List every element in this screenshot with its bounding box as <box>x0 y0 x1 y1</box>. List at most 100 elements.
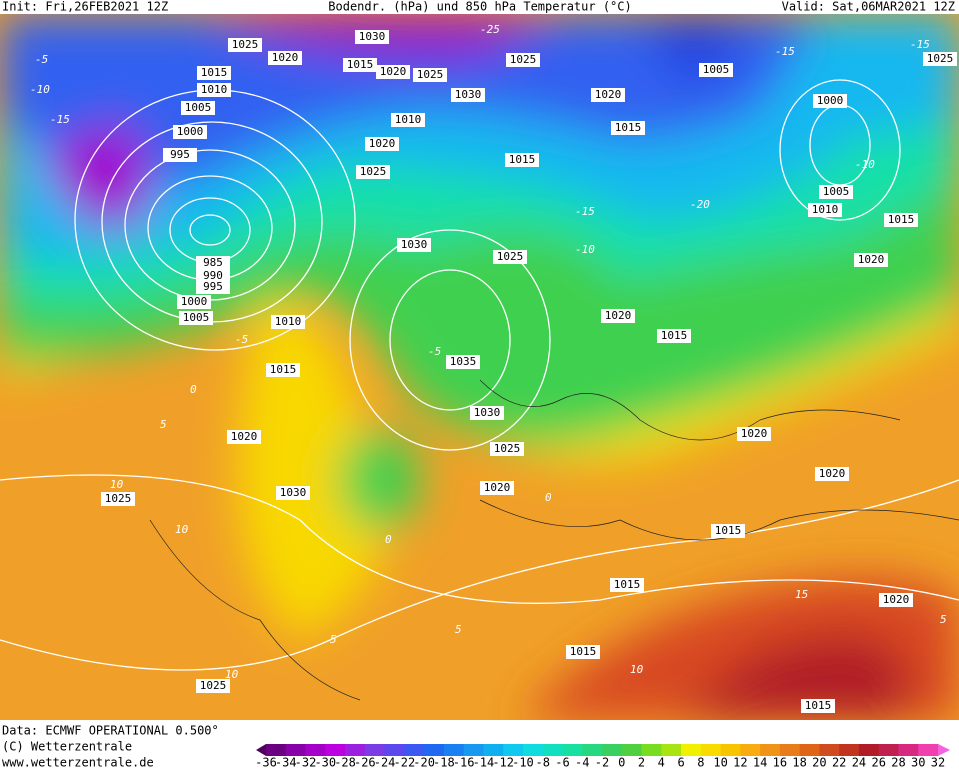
isobar-label-box <box>490 442 524 456</box>
colorbar-swatch <box>424 744 445 756</box>
colorbar-label: 16 <box>773 756 787 770</box>
isobar-label-box <box>657 329 691 343</box>
colorbar-label: 22 <box>832 756 846 770</box>
colorbar-label: -2 <box>595 756 609 770</box>
isobar-label-box <box>196 280 230 294</box>
isobar-label: 1000 <box>177 125 204 138</box>
colorbar-label: -18 <box>433 756 455 770</box>
isotherm-label: 5 <box>160 418 167 431</box>
isotherm-label: -15 <box>575 205 595 218</box>
isobar-label-box <box>446 355 480 369</box>
colorbar-swatch <box>404 744 425 756</box>
isobar-label-box <box>801 699 835 713</box>
isobar-label-box <box>815 467 849 481</box>
data-source: Data: ECMWF OPERATIONAL 0.500° <box>2 724 219 738</box>
colorbar-swatch <box>463 744 484 756</box>
colorbar-label: -36 <box>255 756 277 770</box>
colorbar-swatch <box>602 744 623 756</box>
colorbar-swatch <box>819 744 840 756</box>
isobar-label: 1020 <box>369 137 396 150</box>
colorbar-label: -24 <box>374 756 396 770</box>
isotherm-label: -10 <box>575 243 595 256</box>
isotherm-label: -15 <box>50 113 70 126</box>
isobar-label: 1000 <box>181 295 208 308</box>
isobar-label: 1015 <box>347 58 374 71</box>
colorbar-arrow <box>256 744 266 756</box>
isotherm-label: 15 <box>795 588 808 601</box>
isobar-label: 1020 <box>380 65 407 78</box>
isobar-label: 1015 <box>715 524 742 537</box>
colorbar-swatch <box>305 744 326 756</box>
isobar-label: 1025 <box>927 52 954 65</box>
isobar-label: 1015 <box>570 645 597 658</box>
isobar-label: 1015 <box>615 121 642 134</box>
colorbar-label: 18 <box>792 756 806 770</box>
colorbar-swatch <box>266 744 287 756</box>
isobar-label-box <box>343 58 377 72</box>
colorbar-label: 14 <box>753 756 767 770</box>
isobar-label-box <box>808 203 842 217</box>
isobar-label: 1010 <box>395 113 422 126</box>
isobar-label-box <box>181 101 215 115</box>
isobar-label: 1005 <box>703 63 730 76</box>
isobar-label-box <box>271 315 305 329</box>
colorbar-swatch <box>641 744 662 756</box>
colorbar-label: 32 <box>931 756 945 770</box>
colorbar-label: 12 <box>733 756 747 770</box>
isobar-label-box <box>610 578 644 592</box>
colorbar-arrow <box>938 744 950 756</box>
colorbar-swatch <box>661 744 682 756</box>
colorbar-label: -22 <box>394 756 416 770</box>
isobar-label: 1020 <box>819 467 846 480</box>
colorbar-label: 28 <box>891 756 905 770</box>
colorbar-swatch <box>898 744 919 756</box>
isobar-label-box <box>391 113 425 127</box>
isotherm-label: 10 <box>110 478 124 491</box>
init-time: Init: Fri,26FEB2021 12Z <box>2 0 168 14</box>
isobar-label: 1020 <box>595 88 622 101</box>
isobar-label: 1020 <box>272 51 299 64</box>
colorbar-swatch <box>562 744 583 756</box>
colorbar-swatch <box>522 744 544 756</box>
isobar-label: 1000 <box>817 94 844 107</box>
isobar-label-box <box>101 492 135 506</box>
isobar-label: 1015 <box>201 66 228 79</box>
colorbar-swatch <box>621 744 643 756</box>
colorbar-swatch <box>878 744 899 756</box>
coastlines <box>149 379 959 701</box>
isobar-label-box <box>506 53 540 67</box>
isobar-label-box <box>813 94 847 108</box>
isobar-label-box <box>268 51 302 65</box>
isotherm-label: 0 <box>385 533 392 546</box>
isobar-label-box <box>854 253 888 267</box>
isobar-label: 1015 <box>509 153 536 166</box>
colorbar-label: 24 <box>852 756 866 770</box>
colorbar-label: -16 <box>453 756 475 770</box>
isobar-label-box <box>197 83 231 97</box>
colorbar-label: -10 <box>512 756 534 770</box>
colorbar-swatch <box>681 744 702 756</box>
colorbar-swatch <box>799 744 820 756</box>
isotherm-label: -10 <box>855 158 875 171</box>
colorbar-label: -4 <box>575 756 589 770</box>
isobar-label: 1025 <box>510 53 537 66</box>
isobar-label-box <box>179 311 213 325</box>
isotherm-label: 5 <box>455 623 462 636</box>
isobar-label: 1025 <box>200 679 227 692</box>
colorbar-label: 26 <box>871 756 885 770</box>
isotherm-label: -5 <box>35 53 48 66</box>
isobar-label: 1025 <box>232 38 259 51</box>
colorbar-swatch <box>760 744 781 756</box>
colorbar-label: 8 <box>697 756 704 770</box>
colorbar-label: -20 <box>413 756 435 770</box>
isobar-label: 1030 <box>280 486 307 499</box>
isobar-label: 1010 <box>812 203 839 216</box>
isotherm-label: 10 <box>630 663 644 676</box>
isobar-label-box <box>163 148 197 162</box>
isobar-label-box <box>819 185 853 199</box>
isobar-label-box <box>276 486 310 500</box>
colorbar-label: 4 <box>658 756 665 770</box>
isotherm-label: -20 <box>690 198 710 211</box>
isobar-label: 1030 <box>474 406 501 419</box>
